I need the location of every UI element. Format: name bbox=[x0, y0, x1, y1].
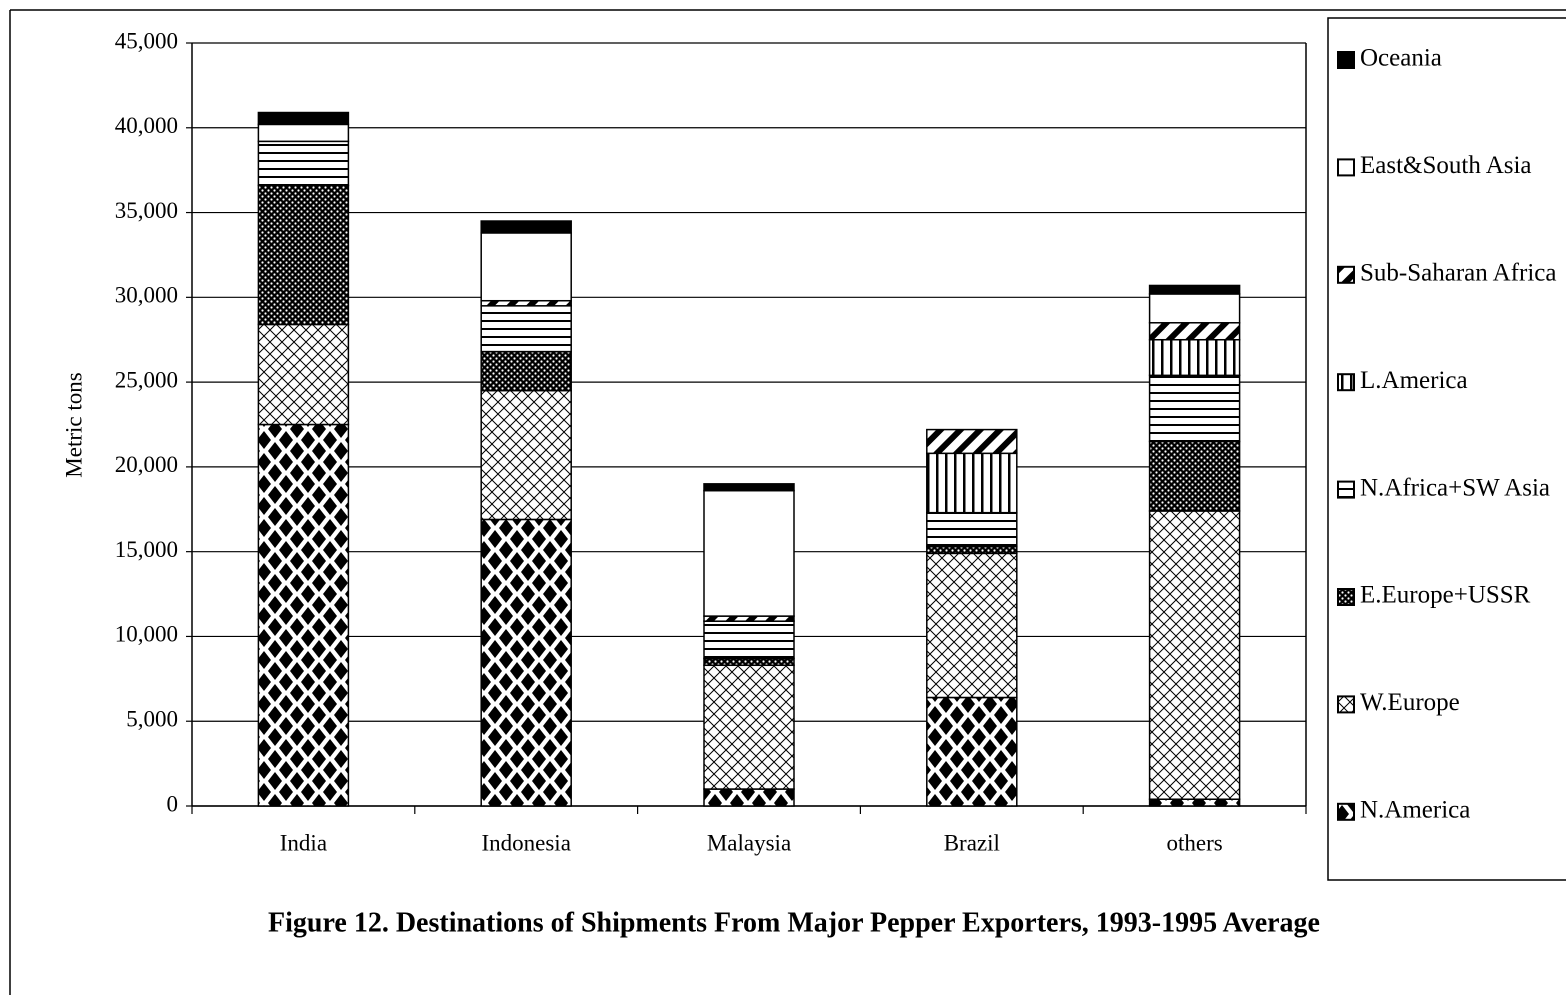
bar-segment bbox=[703, 664, 795, 790]
bar-segment bbox=[1148, 293, 1241, 324]
bar-segment bbox=[480, 220, 572, 234]
legend-swatch bbox=[1337, 802, 1355, 821]
bar-segment bbox=[480, 299, 572, 307]
bar-segment bbox=[703, 615, 795, 622]
legend-swatch bbox=[1337, 265, 1355, 284]
y-tick-label: 25,000 bbox=[115, 367, 178, 392]
y-tick-label: 40,000 bbox=[115, 113, 178, 138]
legend-label: East&South Asia bbox=[1360, 152, 1532, 179]
bar-segment bbox=[1148, 510, 1241, 800]
bar-segment bbox=[480, 518, 572, 807]
bar-segment bbox=[257, 140, 350, 187]
y-axis-label: Metric tons bbox=[61, 372, 86, 477]
bar-segment bbox=[480, 350, 572, 392]
x-tick-label: India bbox=[280, 830, 327, 855]
bar-segment bbox=[480, 305, 572, 353]
bar-segment bbox=[1148, 374, 1241, 443]
x-tick-label: others bbox=[1166, 830, 1222, 855]
y-tick-label: 0 bbox=[167, 791, 179, 816]
bar-segment bbox=[257, 123, 350, 143]
x-tick-label: Indonesia bbox=[481, 830, 570, 855]
y-tick-label: 10,000 bbox=[115, 622, 178, 647]
bar-segment bbox=[703, 620, 795, 660]
y-tick-label: 20,000 bbox=[115, 452, 178, 477]
bar-segment bbox=[703, 483, 795, 492]
legend-swatch bbox=[1337, 695, 1355, 714]
bar-segment bbox=[1148, 440, 1241, 512]
y-tick-label: 5,000 bbox=[126, 707, 178, 732]
bar-segment bbox=[703, 788, 795, 807]
legend-label: W.Europe bbox=[1360, 689, 1460, 716]
legend-label: N.America bbox=[1360, 797, 1470, 824]
bar-segment bbox=[926, 696, 1018, 807]
chart-title: Figure 12. Destinations of Shipments Fro… bbox=[268, 907, 1320, 938]
legend-label: N.Africa+SW Asia bbox=[1360, 474, 1550, 501]
bar-segment bbox=[926, 452, 1018, 514]
bar-segment bbox=[257, 184, 350, 326]
legend-swatch bbox=[1337, 588, 1355, 606]
legend-label: E.Europe+USSR bbox=[1360, 582, 1531, 609]
legend-label: Sub-Saharan Africa bbox=[1360, 260, 1556, 287]
legend-swatch bbox=[1337, 158, 1355, 177]
bar-segment bbox=[926, 552, 1018, 699]
bar-segment bbox=[1148, 338, 1241, 377]
bar-segment bbox=[1148, 322, 1241, 341]
legend-swatch bbox=[1337, 480, 1355, 499]
legend-label: L.America bbox=[1360, 367, 1468, 394]
bar-segment bbox=[257, 423, 350, 807]
bar-segment bbox=[1148, 284, 1241, 295]
bar-segment bbox=[480, 232, 572, 302]
x-tick-label: Brazil bbox=[944, 830, 1000, 855]
bar-segment bbox=[926, 428, 1018, 455]
legend-box bbox=[1327, 17, 1566, 881]
y-tick-label: 45,000 bbox=[115, 28, 178, 53]
legend-swatch bbox=[1337, 51, 1355, 69]
bar-segment bbox=[926, 511, 1018, 548]
bar-segment bbox=[703, 489, 795, 617]
y-tick-label: 30,000 bbox=[115, 283, 178, 308]
bar-segment bbox=[257, 323, 350, 426]
bar-segment bbox=[703, 657, 795, 667]
x-tick-label: Malaysia bbox=[707, 830, 791, 855]
bar-segment bbox=[926, 545, 1018, 555]
bar-segment bbox=[1148, 798, 1241, 807]
legend-label: Oceania bbox=[1360, 45, 1442, 72]
legend-swatch bbox=[1337, 373, 1355, 392]
bar-segment bbox=[257, 111, 350, 126]
y-tick-label: 15,000 bbox=[115, 537, 178, 562]
bar-segment bbox=[480, 389, 572, 521]
y-tick-label: 35,000 bbox=[115, 198, 178, 223]
